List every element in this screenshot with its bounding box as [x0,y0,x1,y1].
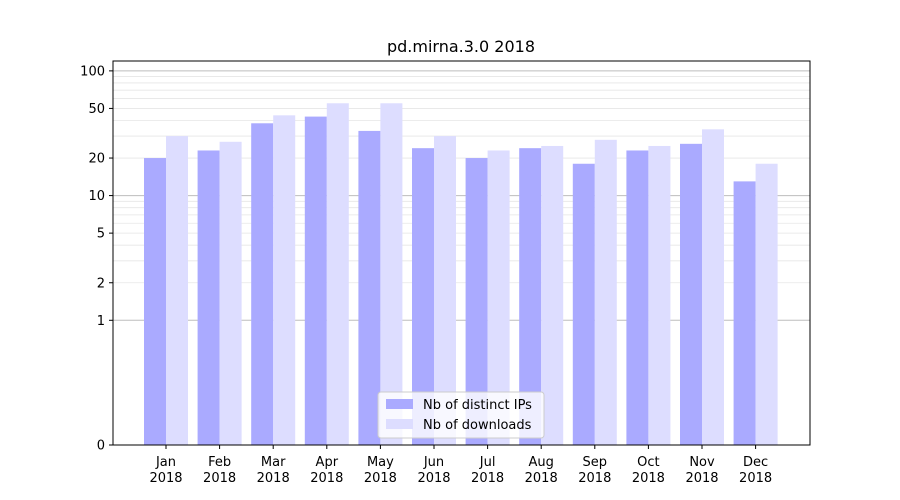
bar-distinct-ips [519,148,542,445]
x-tick-label: Jan 2018 [149,455,182,486]
legend-swatch [386,419,413,429]
x-tick-label: Apr 2018 [310,455,343,486]
bars [144,103,778,446]
bar-distinct-ips [144,158,166,445]
x-tick-label: Mar 2018 [257,455,290,486]
bar-downloads [166,136,188,446]
legend-label: Nb of distinct IPs [423,398,532,413]
bar-downloads [380,103,403,446]
bar-downloads [702,129,724,446]
bar-distinct-ips [465,158,488,445]
bar-downloads [273,115,296,445]
y-tick-label: 50 [88,102,105,117]
x-tick-label: May 2018 [364,455,397,486]
bar-downloads [487,150,510,445]
bar-downloads [541,145,564,446]
bar-distinct-ips [358,130,381,445]
bar-distinct-ips [626,150,649,445]
x-tick-label: Sep 2018 [578,455,611,486]
y-tick-label: 20 [88,152,105,167]
bar-distinct-ips [680,143,702,446]
chart-title: pd.mirna.3.0 2018 [387,37,535,56]
bar-distinct-ips [251,123,274,446]
x-tick-label: Aug 2018 [525,455,558,486]
x-tick-label: Nov 2018 [685,455,718,486]
legend-box [377,391,545,439]
bar-downloads [434,136,456,446]
legend-label: Nb of downloads [423,418,532,433]
y-tick-label: 1 [97,314,105,329]
y-tick-label: 2 [97,276,105,291]
y-tick-label: 0 [97,439,105,454]
legend-swatch [386,399,413,409]
x-tick-label: Oct 2018 [632,455,665,486]
legend: Nb of distinct IPs Nb of downloads [377,391,545,439]
y-tick-label: 10 [88,189,105,204]
bar-distinct-ips [572,163,595,445]
x-tick-label: Jul 2018 [471,455,504,486]
x-tick-label: Feb 2018 [203,455,236,486]
bar-downloads [594,139,617,445]
x-tick-label: Jun 2018 [417,455,450,486]
bar-distinct-ips [412,148,434,445]
plot-frame [112,60,811,446]
bar-distinct-ips [304,116,327,445]
bar-distinct-ips [197,150,220,445]
y-tick-label: 100 [80,64,105,79]
bar-downloads [326,103,349,446]
axes: 0 1 2 5 10 20 50 100 Jan 2018 Feb 2018 Mar 2018 Apr 201… [80,60,811,486]
bar-downloads [648,145,671,446]
bar-downloads [219,141,242,445]
y-tick-label: 5 [97,227,105,242]
bar-downloads [755,163,778,445]
bar-distinct-ips [733,181,756,445]
x-tick-label: Dec 2018 [739,455,772,486]
